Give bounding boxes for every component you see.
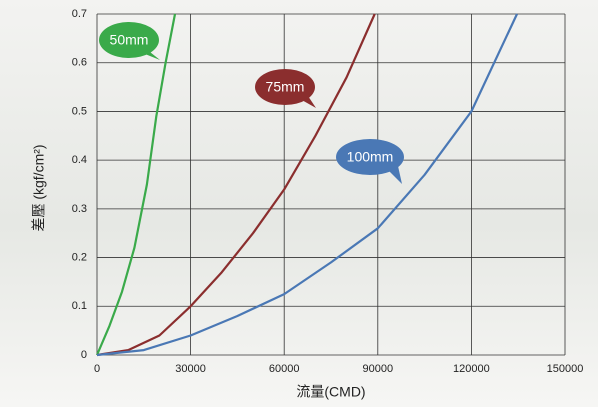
y-tick-label: 0.6: [72, 57, 87, 69]
x-tick-label: 120000: [453, 363, 490, 375]
y-tick-label: 0.1: [72, 300, 87, 312]
x-tick-label: 30000: [175, 363, 206, 375]
y-tick-label: 0.5: [72, 105, 87, 117]
y-axis-title: 差壓 (kgf/cm²): [31, 144, 47, 231]
y-tick-label: 0: [81, 349, 87, 361]
plot: 50mm 75mm 100mm: [95, 13, 518, 357]
legend-bubble: [336, 139, 404, 175]
x-tick-label: 150000: [547, 363, 584, 375]
legend-label: 75mm: [266, 79, 305, 95]
x-tick-label: 60000: [269, 363, 300, 375]
y-tick-label: 0.2: [72, 251, 87, 263]
series-line: [95, 13, 177, 356]
y-tick-label: 0.3: [72, 203, 87, 215]
x-axis-title: 流量(CMD): [296, 384, 365, 400]
y-tick-label: 0.7: [72, 8, 87, 20]
legend-bubble: [255, 69, 315, 105]
legend-label: 100mm: [347, 149, 394, 165]
legend-label: 50mm: [110, 32, 149, 48]
x-tick-label: 0: [94, 363, 100, 375]
series-line: [96, 13, 518, 357]
y-tick-label: 0.4: [72, 154, 87, 166]
x-tick-label: 90000: [363, 363, 394, 375]
series-line: [96, 13, 376, 357]
legend-bubble: [99, 22, 159, 58]
